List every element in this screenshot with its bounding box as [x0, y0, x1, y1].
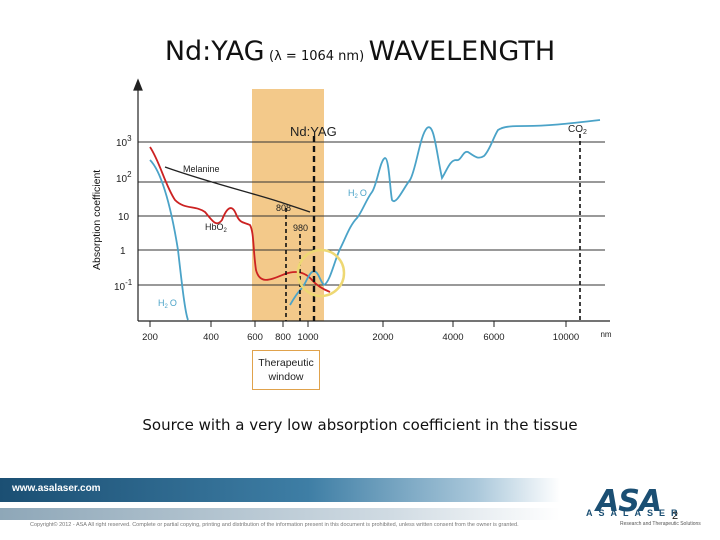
series-water [149, 119, 601, 321]
x-tick-label: 600 [247, 332, 263, 343]
x-tick-labels: 200 400 600 800 1000 2000 4000 6000 1000… [142, 330, 612, 343]
y-tick-label-1: 1 [120, 246, 126, 257]
highlight-circle [296, 248, 346, 298]
asa-logo: ASA [596, 484, 662, 519]
therapeutic-window-line2: window [268, 371, 304, 383]
title-tail: WAVELENGTH [368, 36, 556, 67]
slide-title: Nd:YAG (λ = 1064 nm) WAVELENGTH [0, 36, 720, 67]
x-tick-label: 6000 [483, 332, 504, 343]
x-tick-label: 2000 [372, 332, 393, 343]
y-tick-label-1e-1: 10-1 [114, 278, 133, 293]
x-tick-label: 800 [275, 332, 291, 343]
axes [133, 78, 610, 322]
x-tick-label: 400 [203, 332, 219, 343]
label-melanine: Melanine [183, 164, 220, 174]
slide-caption: Source with a very low absorption coeffi… [142, 416, 578, 434]
footer-line [0, 508, 560, 520]
therapeutic-window-box: Therapeutic window [252, 350, 320, 390]
label-ndyag: Nd:YAG [290, 124, 337, 139]
y-axis-title: Absorption coefficient [91, 170, 103, 270]
label-co2: CO2 [568, 124, 587, 136]
title-sub: (λ = 1064 nm) [269, 49, 365, 64]
x-tick-label: 1000 [297, 332, 318, 343]
y-tick-labels: 103 102 10 1 10-1 [114, 134, 133, 293]
label-808: 808 [276, 203, 291, 213]
y-tick-label-10: 10 [118, 212, 130, 223]
absorption-chart: 200 400 600 800 1000 2000 4000 6000 1000… [91, 78, 612, 343]
grid [138, 141, 605, 286]
label-water-lower: H2 O [158, 298, 177, 310]
label-water-upper: H2 O [348, 188, 367, 200]
y-tick-label-1e2: 102 [116, 170, 132, 185]
x-unit-label: nm [600, 330, 611, 339]
x-tick-label: 200 [142, 332, 158, 343]
series-melanine [164, 166, 311, 213]
label-hbo2: HbO2 [205, 222, 228, 234]
y-axis-arrow [133, 78, 143, 91]
x-ticks [149, 321, 567, 327]
page-number: 2 [672, 510, 679, 522]
x-tick-label: 10000 [553, 332, 579, 343]
copyright-text: Copyright© 2012 - ASA All right reserved… [30, 522, 519, 528]
footer-bar [0, 478, 560, 502]
therapeutic-window-line1: Therapeutic [258, 357, 314, 369]
footer-url[interactable]: www.asalaser.com [12, 483, 101, 494]
asa-logo-tagline: Research and Therapeutic Solutions [620, 521, 701, 527]
chart-annotations: Nd:YAG CO2 Melanine HbO2 H2 O H2 O 808 980 [158, 124, 587, 310]
x-tick-label: 4000 [442, 332, 463, 343]
y-tick-label-1e3: 103 [116, 134, 132, 149]
title-main: Nd:YAG [164, 36, 265, 67]
asa-logo-sub: ASALASER [586, 508, 684, 518]
wavelength-markers [285, 134, 581, 321]
label-980: 980 [293, 223, 308, 233]
